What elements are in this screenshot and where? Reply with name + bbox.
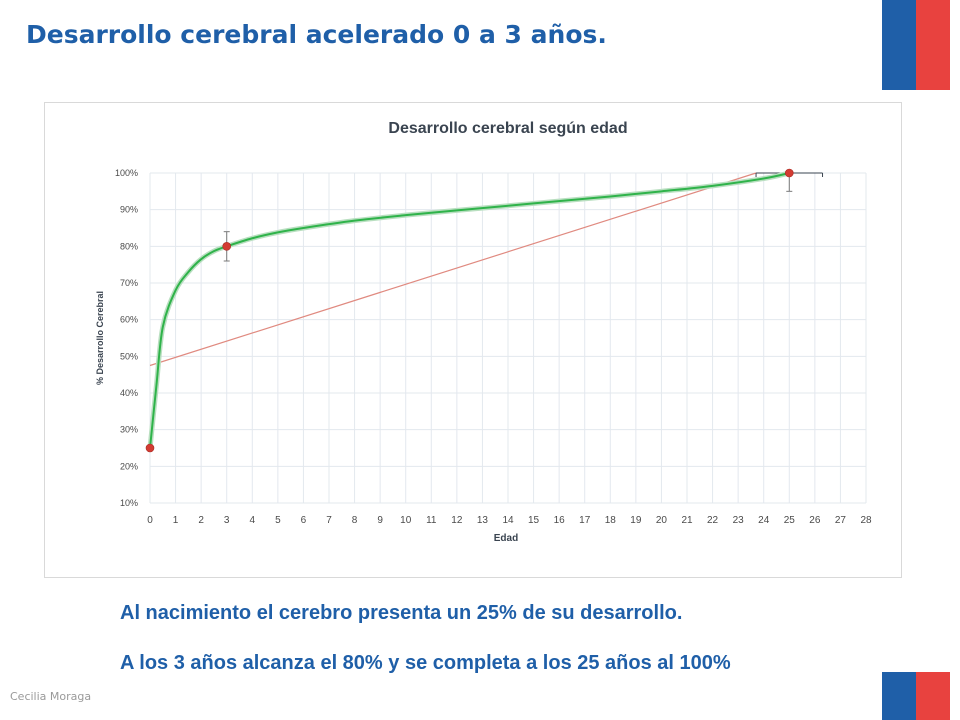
data-point-marker [222, 242, 232, 251]
y-tick-label: 100% [115, 168, 138, 178]
y-tick-label: 40% [120, 388, 138, 398]
x-tick-label: 10 [400, 515, 412, 526]
x-tick-label: 26 [809, 515, 821, 526]
y-tick-label: 70% [120, 278, 138, 288]
x-tick-label: 22 [707, 515, 719, 526]
x-tick-label: 21 [681, 515, 693, 526]
data-point-marker [784, 168, 794, 178]
x-tick-label: 3 [224, 515, 230, 526]
x-tick-label: 23 [733, 515, 745, 526]
caption-line-1: Al nacimiento el cerebro presenta un 25%… [120, 602, 683, 624]
data-point-marker [145, 443, 155, 453]
curve-glow [147, 170, 792, 451]
x-tick-label: 9 [377, 515, 383, 526]
flag-red-stripe [916, 0, 950, 90]
chart-container: Desarrollo cerebral según edad 10% 20% 30% 4… [44, 102, 902, 578]
x-tick-label: 18 [605, 515, 617, 526]
x-tick-label: 13 [477, 515, 489, 526]
x-tick-label: 27 [835, 515, 847, 526]
x-tick-label: 6 [301, 515, 307, 526]
x-tick-label: 15 [528, 515, 540, 526]
flag-blue-stripe [882, 672, 916, 720]
x-tick-label: 19 [630, 515, 642, 526]
x-tick-label: 5 [275, 515, 281, 526]
x-tick-label: 24 [758, 515, 770, 526]
development-curve [149, 172, 791, 449]
grid-lines [149, 172, 867, 504]
x-tick-label: 2 [198, 515, 204, 526]
flag-decoration-top [882, 0, 950, 90]
flag-red-stripe [916, 672, 950, 720]
y-tick-label: 80% [120, 241, 138, 251]
x-tick-label: 7 [326, 515, 332, 526]
slide-title: Desarrollo cerebral acelerado 0 a 3 años… [26, 20, 607, 49]
x-tick-label: 0 [147, 515, 153, 526]
y-tick-label: 20% [120, 461, 138, 471]
x-tick-label: 14 [502, 515, 514, 526]
x-tick-label: 8 [352, 515, 358, 526]
caption-line-2: A los 3 años alcanza el 80% y se complet… [120, 652, 731, 674]
flag-blue-stripe [882, 0, 916, 90]
y-tick-label: 90% [120, 205, 138, 215]
brain-development-chart: Desarrollo cerebral según edad 10% 20% 30% 4… [95, 120, 872, 544]
author-footer: Cecilia Moraga [10, 690, 92, 703]
x-tick-label: 12 [451, 515, 463, 526]
x-tick-label: 17 [579, 515, 591, 526]
y-tick-label: 30% [120, 425, 138, 435]
x-tick-label: 1 [173, 515, 179, 526]
y-axis-title: % Desarrollo Cerebral [95, 291, 105, 385]
y-tick-label: 60% [120, 315, 138, 325]
y-tick-label: 10% [120, 498, 138, 508]
x-axis-title: Edad [494, 533, 518, 544]
flag-decoration-bottom [882, 672, 950, 720]
x-tick-label: 4 [250, 515, 256, 526]
y-tick-label: 50% [120, 351, 138, 361]
x-tick-label: 25 [784, 515, 796, 526]
x-tick-label: 28 [860, 515, 872, 526]
chart-title: Desarrollo cerebral según edad [388, 120, 627, 137]
x-tick-label: 20 [656, 515, 668, 526]
x-tick-label: 16 [554, 515, 566, 526]
x-tick-label: 11 [426, 515, 437, 526]
trendline [149, 172, 757, 367]
